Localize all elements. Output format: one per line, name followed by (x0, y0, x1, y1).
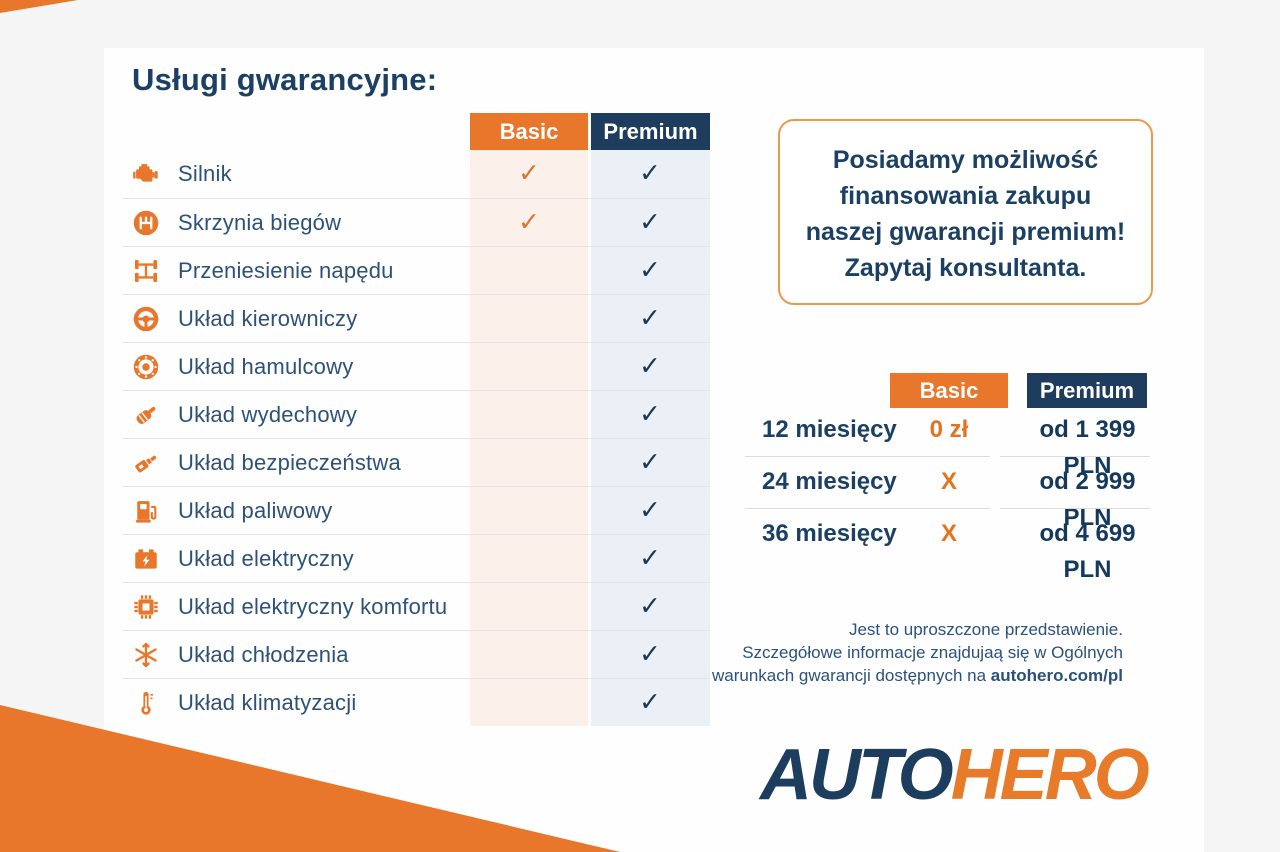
premium-check-icon: ✓ (639, 685, 661, 716)
chip-icon (131, 592, 161, 622)
service-label: Silnik (178, 161, 232, 186)
autohero-logo: AUTOHERO (760, 739, 1150, 811)
seatbelt-icon (131, 448, 161, 478)
disclaimer-line: Szczegółowe informacje znajdujaą się w O… (742, 643, 1123, 662)
pricing-premium-value: od 4 699 PLN (1039, 520, 1136, 583)
steering-wheel-icon (131, 304, 161, 334)
pricing-basic-value: 0 zł (929, 416, 969, 443)
premium-check-icon: ✓ (639, 397, 661, 428)
pricing-separator (1000, 456, 1150, 457)
premium-check-icon: ✓ (639, 301, 661, 332)
pricing-separator (745, 508, 990, 509)
service-row: Silnik ✓ ✓ (123, 150, 710, 198)
exhaust-icon (131, 400, 161, 430)
premium-check-icon: ✓ (639, 205, 661, 236)
disclaimer-line3-prefix: warunkach gwarancji dostępnych na (711, 666, 991, 685)
service-label: Układ wydechowy (178, 401, 358, 427)
disclaimer: Jest to uproszczone przedstawienie. Szcz… (700, 618, 1123, 687)
service-row: Układ klimatyzacji ✓ (123, 678, 710, 726)
service-row: Przeniesienie napędu ✓ (123, 246, 710, 294)
premium-check-icon: ✓ (639, 445, 661, 476)
service-label: Przeniesienie napędu (178, 257, 394, 283)
pricing-basic-header: Basic (890, 373, 1008, 408)
service-row: Układ bezpieczeństwa ✓ (123, 438, 710, 486)
services-table: Silnik ✓ ✓ Skrzynia biegów ✓ ✓ Przeniesienie n… (123, 150, 710, 726)
corner-accent-top-left (0, 0, 78, 13)
premium-check-icon: ✓ (639, 253, 661, 284)
premium-check-icon: ✓ (639, 349, 661, 380)
service-label: Układ elektryczny komfortu (178, 593, 448, 619)
service-label: Układ klimatyzacji (178, 689, 357, 715)
service-label: Układ kierowniczy (178, 305, 358, 331)
premium-check-icon: ✓ (639, 589, 661, 620)
pricing-premium-value: od 2 999 PLN (1039, 468, 1136, 531)
fuel-pump-icon (131, 496, 161, 526)
pricing-period: 12 miesięcy (762, 416, 897, 443)
basic-column-header: Basic (470, 113, 588, 150)
info-line: Zapytaj konsultanta. (844, 254, 1087, 282)
premium-check-icon: ✓ (639, 493, 661, 524)
pricing-period: 24 miesięcy (762, 468, 897, 495)
pricing-basic-value: X (940, 520, 957, 547)
service-label: Układ chłodzenia (178, 641, 349, 667)
service-row: Układ chłodzenia ✓ (123, 630, 710, 678)
brake-disc-icon (131, 352, 161, 382)
gearbox-icon (131, 208, 161, 238)
service-label: Układ bezpieczeństwa (178, 449, 401, 475)
financing-info-box: Posiadamy możliwość finansowania zakupu … (778, 119, 1153, 305)
service-label: Układ paliwowy (178, 497, 333, 523)
website-url: autohero.com/pl (990, 666, 1123, 685)
service-row: Układ paliwowy ✓ (123, 486, 710, 534)
service-row: Skrzynia biegów ✓ ✓ (123, 198, 710, 246)
disclaimer-line: Jest to uproszczone przedstawienie. (848, 620, 1123, 639)
premium-check-icon: ✓ (639, 637, 661, 668)
pricing-period: 36 miesięcy (762, 520, 897, 547)
pricing-separator (1000, 508, 1150, 509)
service-label: Układ hamulcowy (178, 353, 354, 379)
pricing-basic-value: X (940, 468, 957, 495)
disclaimer-line: warunkach gwarancji dostępnych na autohe… (700, 664, 1123, 687)
battery-icon (131, 544, 161, 574)
basic-check-icon: ✓ (518, 157, 540, 188)
pricing-premium-header: Premium (1027, 373, 1147, 408)
premium-check-icon: ✓ (639, 541, 661, 572)
premium-check-icon: ✓ (639, 157, 661, 188)
service-row: Układ hamulcowy ✓ (123, 342, 710, 390)
service-row: Układ elektryczny komfortu ✓ (123, 582, 710, 630)
basic-check-icon: ✓ (518, 205, 540, 236)
thermometer-icon (131, 688, 161, 718)
logo-hero-text: HERO (950, 735, 1150, 815)
info-line: naszej gwarancji premium! (805, 218, 1126, 246)
pricing-separator (745, 456, 990, 457)
info-line: finansowania zakupu (839, 182, 1092, 210)
premium-column-header: Premium (591, 113, 710, 150)
info-line: Posiadamy możliwość (832, 146, 1099, 174)
service-label: Układ elektryczny (178, 545, 354, 571)
engine-icon (131, 159, 161, 189)
service-label: Skrzynia biegów (178, 209, 342, 235)
logo-auto-text: AUTO (760, 735, 954, 815)
service-row: Układ wydechowy ✓ (123, 390, 710, 438)
service-row: Układ kierowniczy ✓ (123, 294, 710, 342)
pricing-premium-value: od 1 399 PLN (1039, 416, 1136, 479)
page-title: Usługi gwarancyjne: (132, 62, 438, 97)
snowflake-icon (131, 640, 161, 670)
drivetrain-icon (131, 256, 161, 286)
service-row: Układ elektryczny ✓ (123, 534, 710, 582)
